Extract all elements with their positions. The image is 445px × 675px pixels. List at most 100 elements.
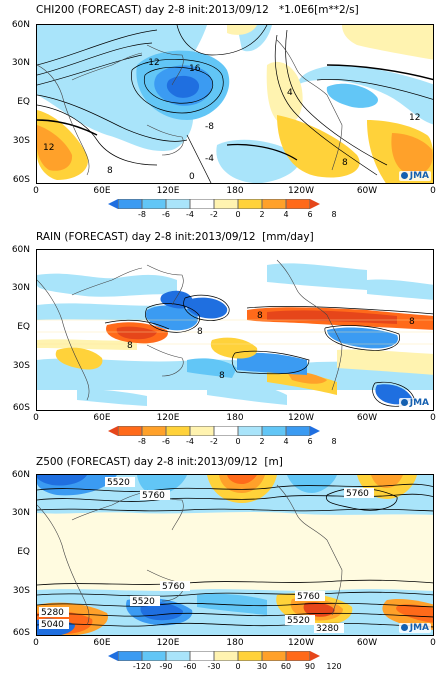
lat-label: 60S xyxy=(12,175,30,185)
jma-globe-icon xyxy=(400,172,408,179)
lon-label: 60E xyxy=(93,413,111,423)
colorbar-swatch xyxy=(286,651,310,661)
lon-label: 120E xyxy=(156,186,180,196)
colorbar-swatch xyxy=(214,426,238,436)
contour-label: 3280 xyxy=(316,624,339,634)
contour-label: 4 xyxy=(287,88,293,98)
colorbar-tick-label: 6 xyxy=(307,210,313,219)
contour-label: 5520 xyxy=(287,616,310,626)
colorbar-tick-label: 120 xyxy=(326,662,342,671)
lon-label: 60W xyxy=(356,413,378,423)
contour-label: 8 xyxy=(219,371,225,381)
colorbar-tick-label: -8 xyxy=(138,210,146,219)
lon-label: 0 xyxy=(33,638,39,648)
lat-label: 60N xyxy=(11,20,30,30)
contour-label: 0 xyxy=(189,172,195,182)
contour-label: 5760 xyxy=(297,592,320,602)
rain-panel: RAIN (FORECAST) day 2-8 init:2013/09/12 … xyxy=(0,225,445,450)
contour-label: 8 xyxy=(342,158,348,168)
colorbar-tick-label: 4 xyxy=(283,210,289,219)
jma-globe-icon xyxy=(400,624,408,631)
lat-label: 60S xyxy=(12,403,30,413)
lat-label: 30N xyxy=(11,58,30,68)
colorbar-tick-label: -30 xyxy=(207,662,221,671)
lon-label: 120E xyxy=(156,413,180,423)
lon-label: 180 xyxy=(226,638,244,648)
lon-label: 0 xyxy=(430,186,436,196)
colorbar xyxy=(108,199,320,209)
contour-label: 5760 xyxy=(162,582,185,592)
colorbar-end-left xyxy=(108,199,118,209)
colorbar-swatch xyxy=(286,199,310,209)
z500-map: 5520 5760 5760 5760 5760 5520 5280 5040 … xyxy=(36,474,434,636)
colorbar-tick-label: 2 xyxy=(259,210,265,219)
colorbar xyxy=(108,426,320,436)
contour-label: -12 xyxy=(145,58,160,68)
colorbar-ticks: -120 -90 -60 -30 0 30 60 90 120 xyxy=(0,662,445,674)
colorbar-tick-label: 8 xyxy=(331,210,337,219)
lon-label: 60W xyxy=(356,638,378,648)
contour-label: 12 xyxy=(409,113,420,123)
colorbar-tick-label: -60 xyxy=(183,662,197,671)
jma-logo: JMA xyxy=(398,623,431,633)
colorbar-tick-label: -90 xyxy=(159,662,173,671)
colorbar-swatch xyxy=(214,199,238,209)
lon-label: 0 xyxy=(430,413,436,423)
colorbar-swatch xyxy=(118,426,142,436)
lat-label: 60N xyxy=(11,245,30,255)
colorbar-tick-label: -120 xyxy=(132,662,152,671)
colorbar-end-right xyxy=(310,199,320,209)
lon-label: 0 xyxy=(430,638,436,648)
colorbar-swatch xyxy=(118,199,142,209)
colorbar-tick-label: 8 xyxy=(331,437,337,446)
colorbar-swatch xyxy=(262,651,286,661)
colorbar-swatch xyxy=(142,651,166,661)
lon-label: 180 xyxy=(226,186,244,196)
contour-label: 12 xyxy=(43,143,54,153)
contour-label: 8 xyxy=(197,327,203,337)
colorbar-swatch xyxy=(190,426,214,436)
colorbar-tick-label: -2 xyxy=(210,210,218,219)
lon-label: 180 xyxy=(226,413,244,423)
colorbar-tick-label: 2 xyxy=(259,437,265,446)
colorbar-tick-label: 0 xyxy=(235,210,241,219)
panel-title: CHI200 (FORECAST) day 2-8 init:2013/09/1… xyxy=(36,4,359,16)
colorbar-tick-label: 6 xyxy=(307,437,313,446)
colorbar-swatch xyxy=(118,651,142,661)
lon-label: 0 xyxy=(33,413,39,423)
colorbar-tick-label: -8 xyxy=(138,437,146,446)
contour-label: 5520 xyxy=(107,478,130,488)
colorbar-tick-label: 90 xyxy=(304,662,316,671)
contour-label: 16 xyxy=(189,64,201,74)
colorbar-swatch xyxy=(142,199,166,209)
colorbar-tick-label: -6 xyxy=(162,210,170,219)
lat-label: 30S xyxy=(12,136,30,146)
colorbar-swatch xyxy=(286,426,310,436)
contour-label: 5760 xyxy=(142,491,165,501)
lat-label: 30N xyxy=(11,508,30,518)
jma-globe-icon xyxy=(400,399,408,406)
colorbar-tick-label: 4 xyxy=(283,437,289,446)
contour-label: -4 xyxy=(205,154,214,164)
lat-label: 30S xyxy=(12,586,30,596)
colorbar-end-left xyxy=(108,426,118,436)
colorbar-swatch xyxy=(166,426,190,436)
lon-label: 120E xyxy=(156,638,180,648)
lat-label: EQ xyxy=(17,547,30,557)
colorbar-tick-label: 60 xyxy=(280,662,292,671)
jma-logo: JMA xyxy=(398,171,431,181)
colorbar-tick-label: -6 xyxy=(162,437,170,446)
colorbar-tick-label: 0 xyxy=(235,437,241,446)
lat-label: 30S xyxy=(12,361,30,371)
colorbar-ticks: -8 -6 -4 -2 0 2 4 6 8 xyxy=(0,437,445,449)
lon-label: 60E xyxy=(93,186,111,196)
colorbar-swatch xyxy=(262,199,286,209)
lat-label: 60N xyxy=(11,470,30,480)
rain-map: 8 8 8 8 8 JMA xyxy=(36,249,434,411)
contour-label: -8 xyxy=(205,122,214,132)
colorbar-tick-label: 30 xyxy=(256,662,268,671)
colorbar-swatch xyxy=(190,651,214,661)
contour-label: 8 xyxy=(127,341,133,351)
contour-label: 8 xyxy=(409,317,415,327)
colorbar-swatch xyxy=(262,426,286,436)
